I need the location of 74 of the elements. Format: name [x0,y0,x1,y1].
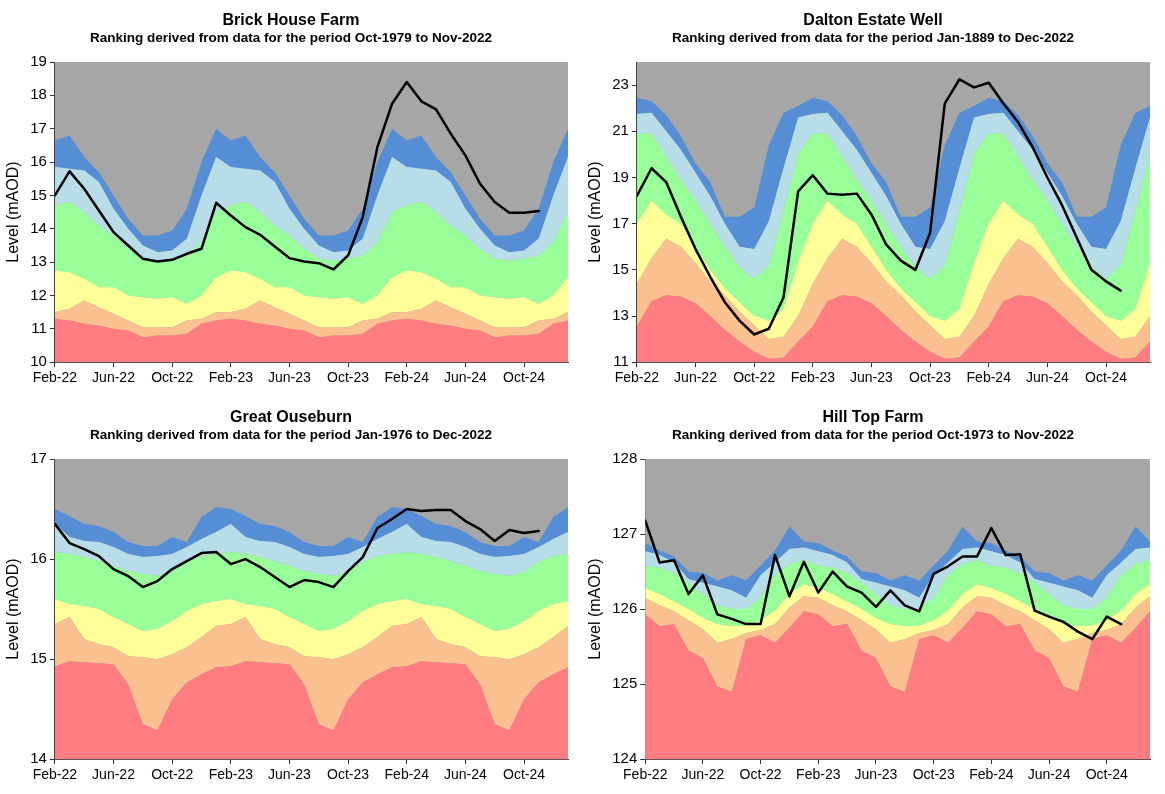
x-tick-label: Feb-24 [966,369,1012,386]
y-tick-label: 10 [30,352,47,370]
x-tick-label: Oct-24 [503,766,546,783]
x-tick-label: Oct-23 [327,369,370,386]
chart-subtitle: Ranking derived from data for the period Oct-1973 to Nov-2022 [670,426,1076,443]
chart-subtitle: Ranking derived from data for the period Jan-1976 to Dec-2022 [88,426,494,443]
x-tick-label: Jun-22 [674,369,718,386]
x-tick-label: Oct-24 [1085,766,1128,783]
y-tick-label: 124 [612,749,638,767]
y-tick-label: 16 [30,152,47,170]
chart-title: Great Ouseburn [229,407,353,426]
x-tick-label: Feb-23 [208,766,254,783]
x-tick-label: Jun-24 [443,369,487,386]
y-tick-label: 23 [612,75,629,93]
chart-subtitle: Ranking derived from data for the period Oct-1979 to Nov-2022 [88,29,494,46]
x-tick-label: Oct-22 [151,766,194,783]
x-tick-label: Feb-22 [623,766,668,783]
y-tick-label: 17 [30,449,47,467]
x-tick-label: Oct-24 [1085,369,1128,386]
chart-title: Brick House Farm [221,10,361,29]
x-tick-label: Feb-23 [208,369,254,386]
x-tick-label: Feb-23 [790,369,836,386]
chart-subtitle: Ranking derived from data for the period Jan-1889 to Dec-2022 [670,29,1076,46]
x-tick-label: Oct-22 [733,369,776,386]
x-tick-label: Oct-23 [912,766,955,783]
chart-title: Hill Top Farm [821,407,925,426]
chart-title: Dalton Estate Well [802,10,944,29]
x-tick-label: Feb-24 [969,766,1014,783]
y-tick-label: 19 [30,52,47,70]
y-tick-label: 17 [30,118,47,136]
y-tick-label: 12 [30,285,47,303]
y-tick-label: 16 [30,549,47,567]
y-tick-label: 17 [612,213,629,231]
x-tick-label: Jun-23 [850,369,894,386]
x-tick-label: Feb-23 [796,766,841,783]
x-tick-label: Jun-23 [854,766,898,783]
y-tick-label: 15 [30,185,47,203]
x-tick-label: Jun-23 [268,766,312,783]
x-tick-label: Feb-24 [384,766,430,783]
x-tick-label: Oct-23 [909,369,952,386]
x-tick-label: Feb-22 [614,369,660,386]
y-tick-label: 21 [612,121,629,139]
y-tick-label: 19 [612,167,629,185]
x-tick-label: Oct-22 [739,766,782,783]
y-tick-label: 127 [612,524,638,542]
y-axis-title: Level (mAOD) [4,558,22,660]
y-axis-title: Level (mAOD) [586,161,604,263]
x-tick-label: Jun-24 [443,766,487,783]
y-tick-label: 15 [612,259,629,277]
y-axis-title: Level (mAOD) [586,558,604,660]
y-tick-label: 11 [613,352,629,370]
y-tick-label: 14 [30,218,47,236]
y-tick-label: 18 [30,85,47,103]
y-tick-label: 14 [30,749,47,767]
x-tick-label: Oct-22 [151,369,194,386]
x-tick-label: Jun-23 [268,369,312,386]
x-tick-label: Jun-22 [681,766,725,783]
x-tick-label: Feb-22 [32,766,78,783]
x-tick-label: Feb-22 [32,369,78,386]
y-tick-label: 128 [612,449,638,467]
x-tick-label: Jun-24 [1027,766,1071,783]
x-tick-label: Oct-24 [503,369,546,386]
y-tick-label: 15 [30,649,47,667]
y-axis-title: Level (mAOD) [4,161,22,263]
y-tick-label: 126 [612,599,638,617]
y-tick-label: 11 [31,318,47,336]
x-tick-label: Jun-24 [1025,369,1069,386]
y-tick-label: 125 [612,674,638,692]
y-tick-label: 13 [30,252,47,270]
x-tick-label: Oct-23 [327,766,370,783]
x-tick-label: Feb-24 [384,369,430,386]
x-tick-label: Jun-22 [92,766,136,783]
y-tick-label: 13 [612,306,629,324]
x-tick-label: Jun-22 [92,369,136,386]
